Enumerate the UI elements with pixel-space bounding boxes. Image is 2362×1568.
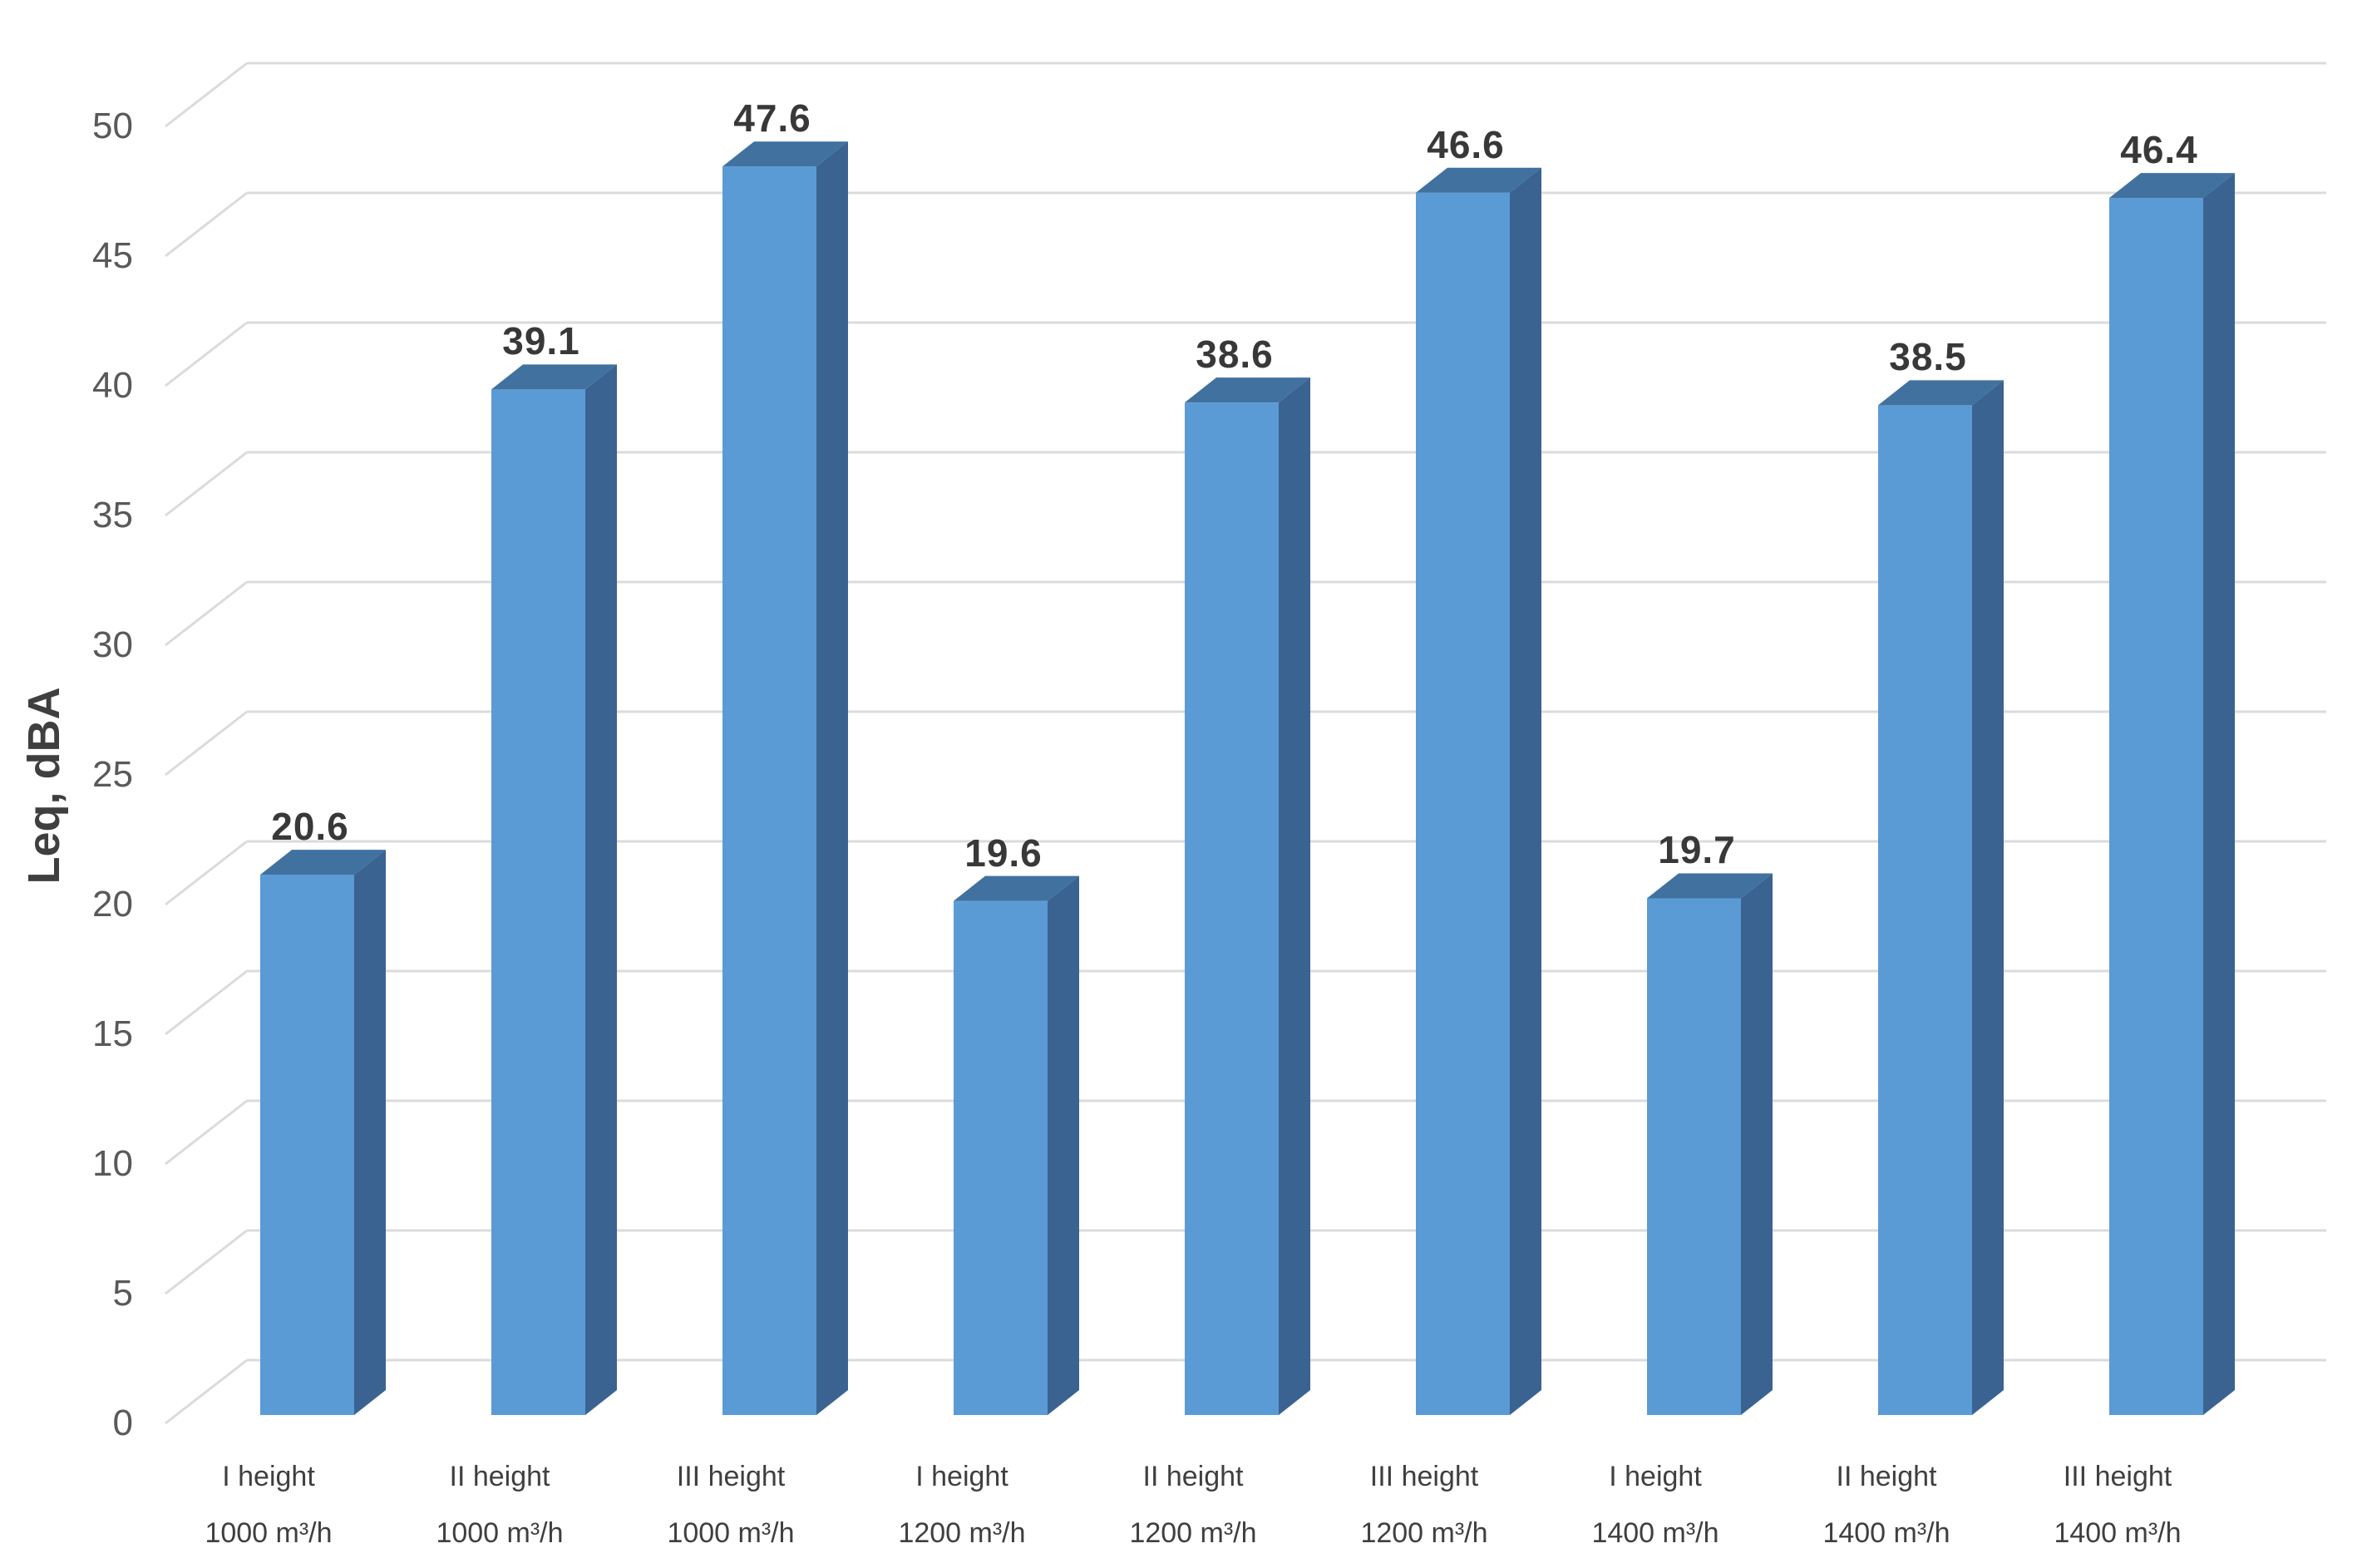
- x-category-label: III height 1200 m³/h: [1299, 1448, 1549, 1561]
- bar-value-label: 38.6: [1196, 333, 1274, 377]
- y-tick-label-25: 25: [92, 754, 133, 795]
- y-tick-label-45: 45: [92, 235, 133, 276]
- gridline-45: [165, 191, 2326, 258]
- bar-value-label: 47.6: [733, 96, 811, 141]
- bar-front-face: [1878, 405, 1972, 1416]
- category-line2: 1000 m³/h: [667, 1517, 795, 1549]
- bar-side-face: [1279, 377, 1310, 1415]
- bar-4: [954, 875, 1079, 1415]
- bar-value-label: 19.7: [1658, 828, 1736, 872]
- bar-front-face: [1185, 402, 1279, 1415]
- bar-top-face: [1185, 377, 1310, 403]
- x-category-label: III height 1400 m³/h: [1993, 1448, 2242, 1561]
- category-line2: 1400 m³/h: [1822, 1517, 1950, 1549]
- bar-top-face: [1878, 380, 2004, 406]
- bar-side-face: [354, 850, 386, 1415]
- category-line2: 1200 m³/h: [1360, 1517, 1488, 1549]
- category-line1: I height: [222, 1461, 315, 1492]
- y-tick-label-40: 40: [92, 365, 133, 406]
- category-line2: 1400 m³/h: [1591, 1517, 1719, 1549]
- bar-value-label: 19.6: [964, 831, 1043, 875]
- bar-front-face: [954, 900, 1048, 1415]
- y-tick-label-35: 35: [92, 495, 133, 535]
- category-line1: II height: [449, 1461, 550, 1492]
- bar-top-face: [491, 364, 617, 390]
- bar-side-face: [1741, 873, 1773, 1415]
- bar-side-face: [1048, 875, 1079, 1415]
- x-category-label: II height 1200 m³/h: [1068, 1448, 1318, 1561]
- x-category-label: I height 1200 m³/h: [837, 1448, 1087, 1561]
- category-line1: I height: [1609, 1461, 1702, 1492]
- bar-value-label: 38.5: [1889, 335, 1967, 379]
- bar-front-face: [1416, 192, 1510, 1415]
- category-line2: 1400 m³/h: [2054, 1517, 2182, 1549]
- category-line1: III height: [2063, 1461, 2172, 1492]
- category-line2: 1000 m³/h: [205, 1517, 333, 1549]
- bar-value-label: 39.1: [502, 319, 580, 363]
- bar-value-label: 20.6: [271, 805, 349, 849]
- bar-top-face: [2109, 173, 2235, 199]
- bar-5: [1185, 377, 1310, 1415]
- bar-value-label: 46.6: [1427, 122, 1505, 166]
- y-tick-label-50: 50: [92, 106, 133, 146]
- x-category-label: III height 1000 m³/h: [606, 1448, 856, 1561]
- bar-side-face: [1510, 167, 1541, 1415]
- bar-front-face: [722, 166, 816, 1416]
- y-tick-label-10: 10: [92, 1143, 133, 1184]
- bar-front-face: [260, 875, 354, 1415]
- bar-side-face: [2203, 173, 2235, 1416]
- bar-front-face: [2109, 198, 2203, 1416]
- bar-7: [1647, 873, 1773, 1415]
- category-line1: II height: [1836, 1461, 1937, 1492]
- bar-3: [722, 141, 848, 1416]
- bar-1: [260, 850, 386, 1415]
- y-axis-title: Leq, dBA: [19, 687, 69, 885]
- y-tick-label-20: 20: [92, 884, 133, 925]
- bar-top-face: [1416, 167, 1541, 193]
- category-line2: 1200 m³/h: [1129, 1517, 1257, 1549]
- y-tick-label-15: 15: [92, 1013, 133, 1054]
- bar-2: [491, 364, 617, 1415]
- bar-side-face: [816, 141, 848, 1416]
- category-line2: 1000 m³/h: [436, 1517, 564, 1549]
- bar-top-face: [260, 850, 386, 875]
- bar-front-face: [1647, 898, 1741, 1415]
- gridline-50: [165, 62, 2326, 128]
- category-line2: 1200 m³/h: [898, 1517, 1026, 1549]
- x-category-label: I height 1000 m³/h: [144, 1448, 393, 1561]
- bar-top-face: [954, 875, 1079, 901]
- bar-side-face: [1972, 380, 2004, 1416]
- gridline-40: [165, 321, 2326, 387]
- x-category-label: I height 1400 m³/h: [1531, 1448, 1780, 1561]
- bar-value-label: 46.4: [2120, 128, 2198, 172]
- bar-top-face: [722, 141, 848, 167]
- y-tick-label-5: 5: [112, 1273, 133, 1314]
- y-tick-label-0: 0: [112, 1403, 133, 1443]
- category-line1: II height: [1142, 1461, 1244, 1492]
- bar-9: [2109, 173, 2235, 1416]
- y-tick-label-30: 30: [92, 624, 133, 665]
- x-category-label: II height 1000 m³/h: [375, 1448, 624, 1561]
- bar-6: [1416, 167, 1541, 1415]
- category-line1: III height: [676, 1461, 786, 1492]
- category-line1: III height: [1369, 1461, 1479, 1492]
- x-category-label: II height 1400 m³/h: [1762, 1448, 2011, 1561]
- category-line1: I height: [915, 1461, 1008, 1492]
- bar-side-face: [585, 364, 617, 1415]
- bar-8: [1878, 380, 2004, 1416]
- bar-front-face: [491, 389, 585, 1415]
- bar-top-face: [1647, 873, 1773, 899]
